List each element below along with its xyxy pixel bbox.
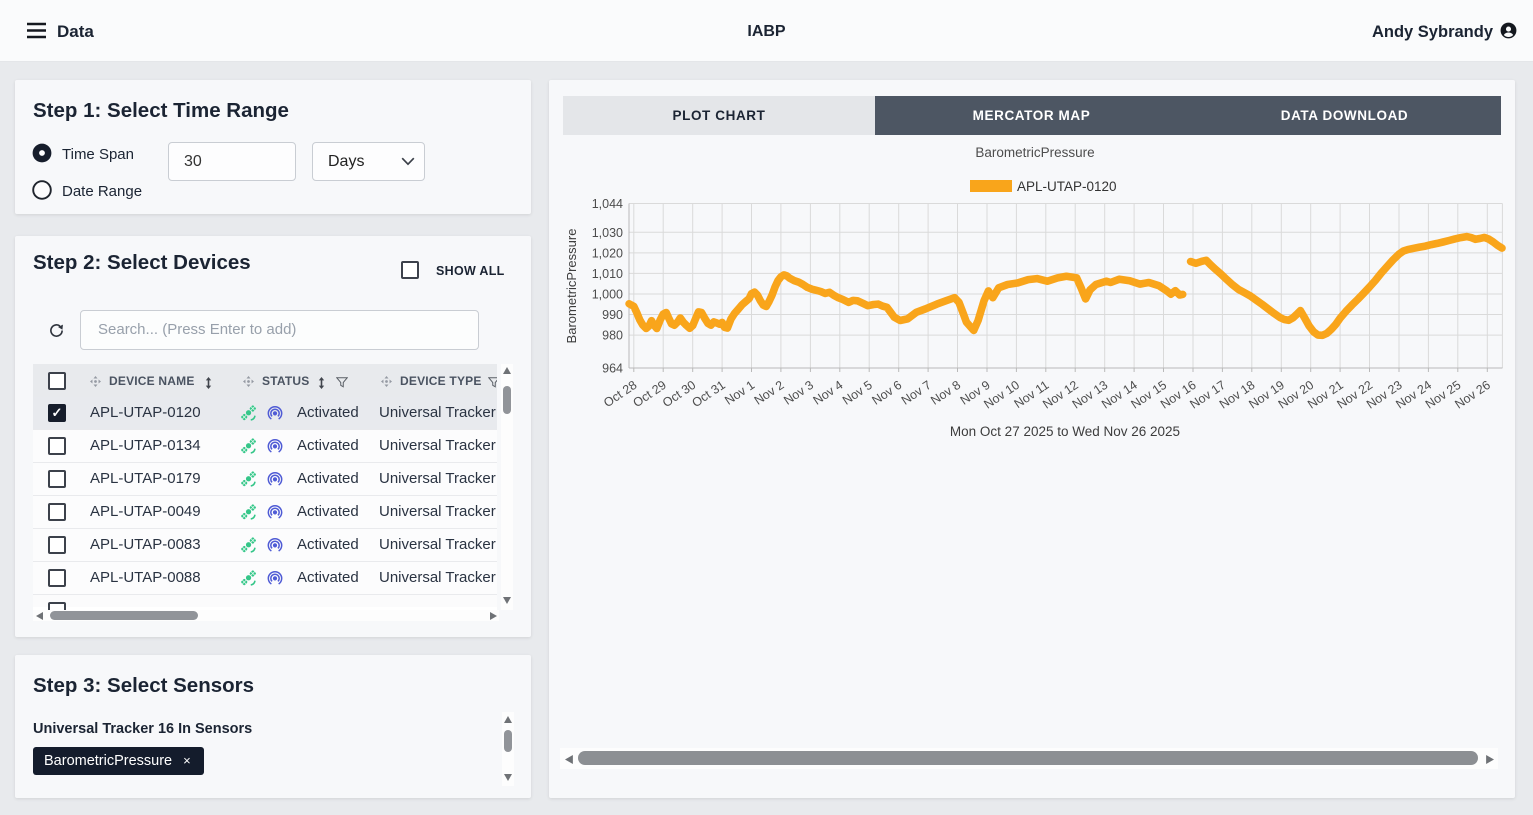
svg-text:1,044: 1,044	[592, 197, 623, 211]
svg-text:BarometricPressure: BarometricPressure	[564, 229, 579, 344]
svg-text:1,010: 1,010	[592, 267, 623, 281]
svg-text:Nov 7: Nov 7	[899, 378, 934, 408]
svg-text:Mon Oct 27 2025 to Wed Nov 26: Mon Oct 27 2025 to Wed Nov 26 2025	[950, 424, 1180, 439]
svg-text:Nov 2: Nov 2	[752, 378, 787, 408]
svg-text:1,030: 1,030	[592, 226, 623, 240]
svg-text:964: 964	[602, 362, 623, 376]
svg-text:1,020: 1,020	[592, 246, 623, 260]
svg-text:Nov 4: Nov 4	[811, 378, 846, 408]
svg-text:990: 990	[602, 308, 623, 322]
svg-text:Oct 30: Oct 30	[660, 378, 698, 410]
svg-text:Oct 31: Oct 31	[689, 378, 727, 410]
svg-text:Nov 8: Nov 8	[928, 378, 963, 408]
svg-text:980: 980	[602, 329, 623, 343]
svg-text:Nov 5: Nov 5	[840, 378, 875, 408]
svg-text:BarometricPressure: BarometricPressure	[975, 145, 1094, 160]
svg-text:Oct 28: Oct 28	[601, 378, 639, 410]
svg-text:Nov 6: Nov 6	[869, 378, 904, 408]
svg-text:1,000: 1,000	[592, 288, 623, 302]
svg-text:Oct 29: Oct 29	[631, 378, 669, 410]
svg-text:APL-UTAP-0120: APL-UTAP-0120	[1017, 179, 1117, 194]
svg-text:Nov 3: Nov 3	[781, 378, 816, 408]
svg-text:Nov 1: Nov 1	[722, 378, 757, 408]
